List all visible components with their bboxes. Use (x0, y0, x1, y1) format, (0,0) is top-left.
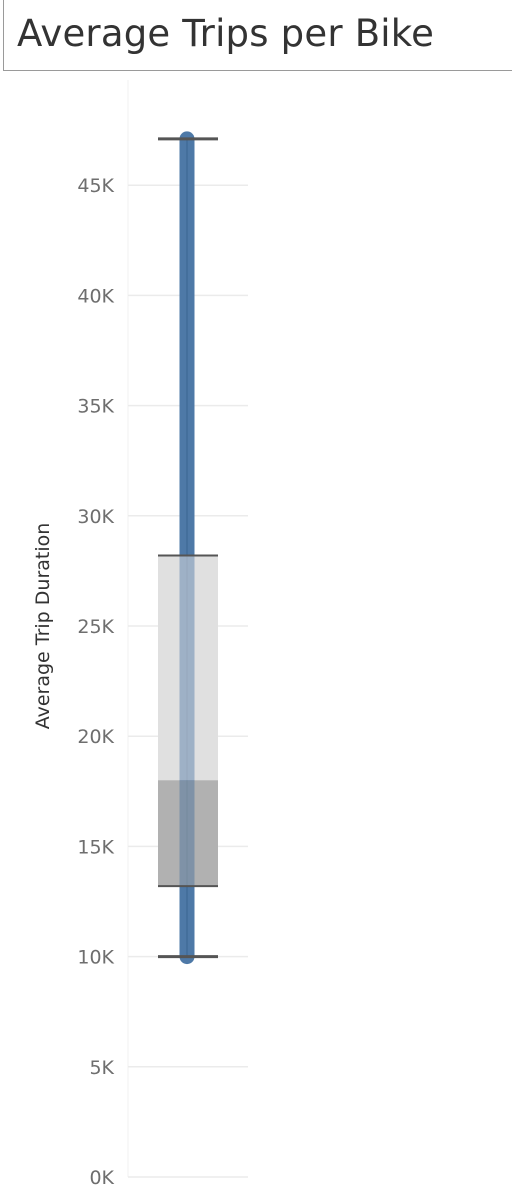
title-box: Average Trips per Bike (3, 0, 512, 71)
y-tick-label: 0K (89, 1167, 114, 1188)
y-tick-label: 10K (77, 947, 114, 969)
box-lower-overlay (158, 780, 218, 887)
y-tick-label: 30K (77, 506, 114, 528)
box-upper-overlay (158, 555, 218, 781)
y-axis-title: Average Trip Duration (32, 523, 54, 730)
y-tick-label: 5K (89, 1057, 114, 1079)
y-tick-label: 45K (77, 175, 114, 197)
y-tick-label: 20K (77, 726, 114, 748)
y-tick-label: 15K (77, 836, 114, 858)
y-tick-label: 35K (77, 396, 114, 418)
y-tick-label: 25K (77, 616, 114, 638)
y-tick-labels: 0K 5K 10K 15K 20K 25K 30K 35K 40K 45K (77, 175, 114, 1188)
chart-title: Average Trips per Bike (17, 12, 435, 55)
y-tick-label: 40K (77, 285, 114, 307)
box-plot-marks (158, 131, 218, 965)
